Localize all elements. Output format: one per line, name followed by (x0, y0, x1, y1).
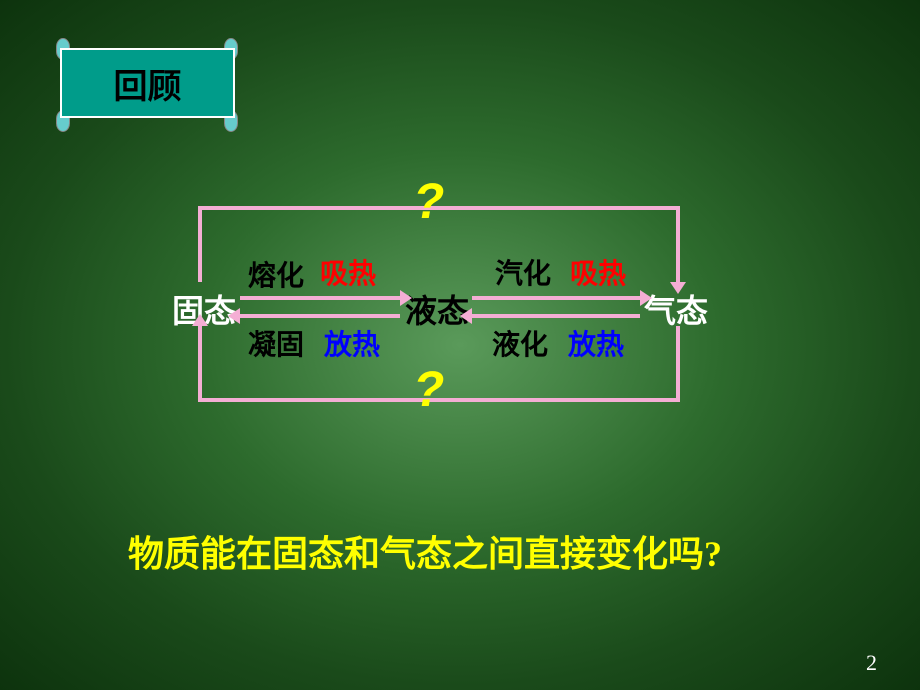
arrow-liquid-to-solid (240, 314, 400, 318)
arrow-liquid-to-gas (472, 296, 640, 300)
outer-bot-head (192, 314, 208, 326)
label-melting: 熔化 (248, 254, 304, 294)
label-vaporize-heat: 吸热 (570, 252, 626, 292)
label-vaporize: 汽化 (495, 252, 551, 292)
label-melting-heat: 吸热 (320, 252, 376, 292)
bottom-question: 物质能在固态和气态之间直接变化吗? (128, 525, 722, 577)
qmark-bot: ? (409, 360, 450, 418)
qmark-top: ? (409, 172, 450, 230)
title-box: 回顾 (60, 48, 235, 118)
outer-top-head (670, 282, 686, 294)
outer-top-right-v (676, 206, 680, 282)
arrow-gas-to-liquid (472, 314, 640, 318)
outer-top-left-v (198, 206, 202, 282)
outer-bot-left-v (198, 326, 202, 402)
label-solidify: 凝固 (248, 323, 304, 363)
outer-bot-right-v (676, 326, 680, 402)
arrow-solid-to-liquid (240, 296, 400, 300)
page-number: 2 (866, 650, 877, 676)
label-solidify-heat: 放热 (324, 323, 380, 363)
label-liquefy-heat: 放热 (568, 323, 624, 363)
title-text: 回顾 (114, 59, 182, 108)
label-liquefy: 液化 (492, 323, 548, 363)
